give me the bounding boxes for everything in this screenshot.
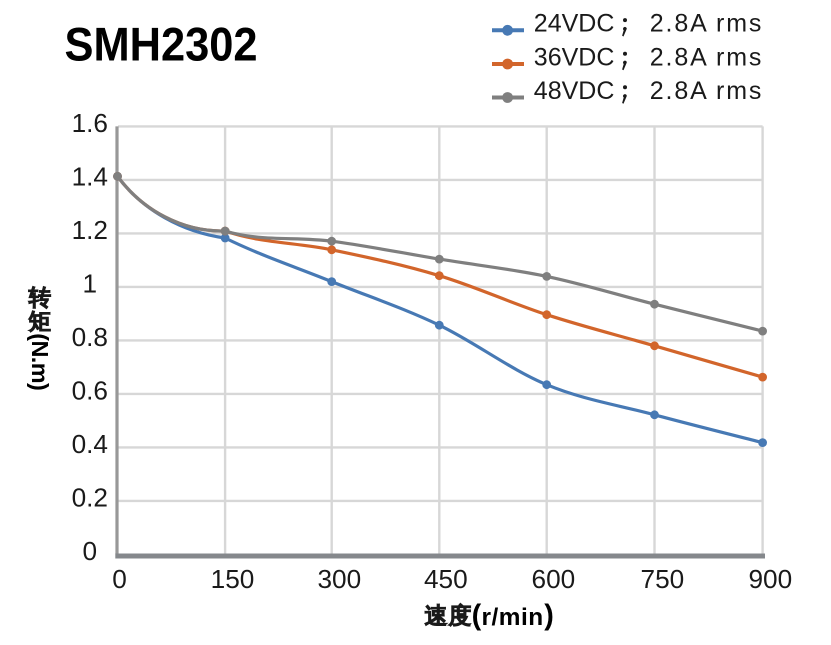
svg-text:0.8: 0.8: [72, 322, 108, 352]
svg-text:0.4: 0.4: [72, 429, 108, 459]
svg-text:2.8A rms: 2.8A rms: [650, 43, 763, 71]
svg-text:SMH2302: SMH2302: [65, 18, 258, 71]
svg-text:2.8A rms: 2.8A rms: [650, 10, 763, 38]
svg-text:1.2: 1.2: [72, 215, 108, 245]
svg-text:36VDC: 36VDC: [534, 43, 615, 71]
svg-text:2.8A rms: 2.8A rms: [650, 77, 763, 105]
svg-text:150: 150: [211, 564, 255, 594]
svg-text:(: (: [472, 599, 482, 631]
svg-text:450: 450: [424, 564, 468, 594]
svg-text:0.2: 0.2: [72, 483, 108, 513]
svg-text:): ): [544, 599, 554, 631]
svg-text:0: 0: [83, 536, 98, 566]
svg-text:1.4: 1.4: [72, 162, 108, 192]
svg-text:900: 900: [748, 564, 792, 594]
svg-text:600: 600: [532, 564, 576, 594]
svg-text:0: 0: [112, 564, 127, 594]
svg-text:1: 1: [83, 269, 98, 299]
svg-text:1.6: 1.6: [72, 108, 108, 138]
svg-text:r/min: r/min: [482, 604, 544, 631]
svg-text:(N.m): (N.m): [27, 333, 53, 390]
svg-text:300: 300: [317, 564, 361, 594]
svg-text:0.6: 0.6: [72, 376, 108, 406]
svg-text:24VDC: 24VDC: [534, 10, 615, 38]
svg-text:48VDC: 48VDC: [534, 77, 615, 105]
svg-text:750: 750: [641, 564, 685, 594]
